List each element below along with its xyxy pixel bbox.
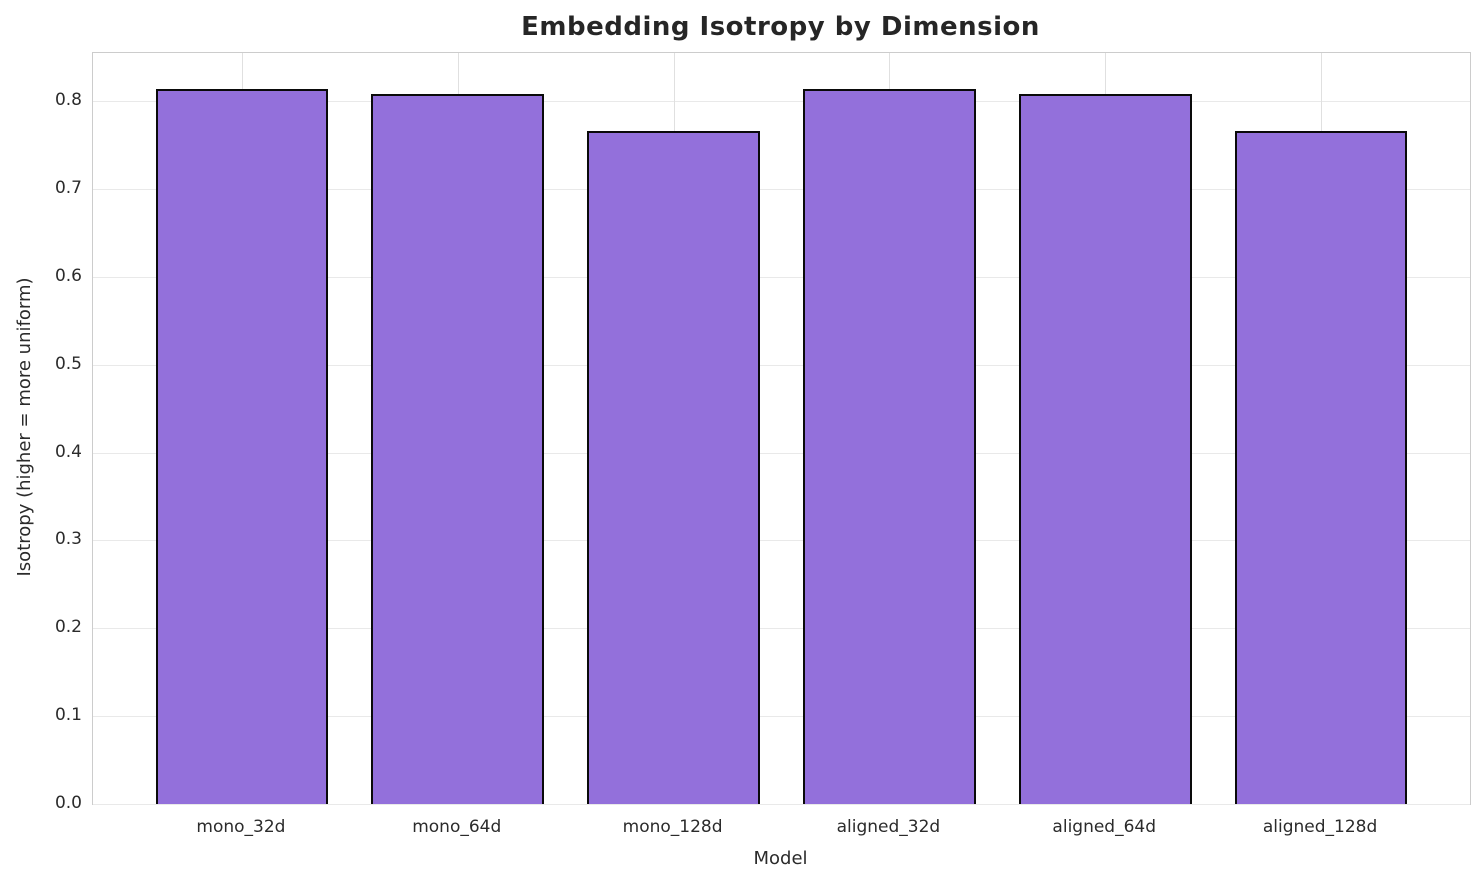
x-tick-label-aligned_128d: aligned_128d: [1262, 817, 1378, 837]
bar-aligned_128d: [1234, 131, 1408, 804]
gridline-horizontal: [93, 452, 1470, 454]
x-tick-label-aligned_64d: aligned_64d: [1052, 817, 1157, 837]
y-tick-label: 0.5: [54, 353, 82, 374]
chart-title: Embedding Isotropy by Dimension: [521, 12, 1040, 42]
bar-aligned_32d: [803, 89, 976, 804]
bar-aligned_64d: [1018, 94, 1192, 804]
bar-mono_128d: [587, 131, 760, 804]
gridline-horizontal: [93, 276, 1470, 278]
x-tick-label-mono_32d: mono_32d: [196, 817, 286, 837]
x-axis-ticks: mono_32d mono_64d mono_128d aligned_32d alig…: [92, 803, 1469, 843]
y-tick-label: 0.7: [54, 178, 82, 199]
x-tick-label-mono_64d: mono_64d: [412, 817, 502, 837]
bar-mono_32d: [155, 89, 329, 804]
bar-mono_64d: [371, 94, 545, 804]
gridline-horizontal: [93, 628, 1470, 630]
y-tick-label: 0.2: [54, 617, 82, 638]
gridline-horizontal: [93, 364, 1470, 366]
plot-area: [92, 52, 1471, 805]
gridline-horizontal: [93, 716, 1470, 718]
x-axis-label: Model: [753, 848, 808, 869]
gridline-horizontal: [93, 101, 1470, 103]
y-tick-label: 0.3: [54, 529, 82, 550]
x-tick-label-mono_128d: mono_128d: [622, 817, 723, 837]
y-tick-label: 0.6: [54, 265, 82, 286]
gridline-horizontal: [93, 804, 1470, 805]
y-tick-label: 0.8: [54, 90, 82, 111]
y-axis-ticks: 0.0 0.1 0.2 0.3 0.4 0.5 0.6 0.7 0.8: [0, 52, 82, 813]
gridline-horizontal: [93, 189, 1470, 191]
gridline-horizontal: [93, 540, 1470, 542]
y-tick-label: 0.0: [54, 793, 82, 813]
y-tick-label: 0.1: [54, 705, 82, 726]
y-tick-label: 0.4: [54, 441, 82, 462]
x-tick-label-aligned_32d: aligned_32d: [836, 817, 941, 837]
